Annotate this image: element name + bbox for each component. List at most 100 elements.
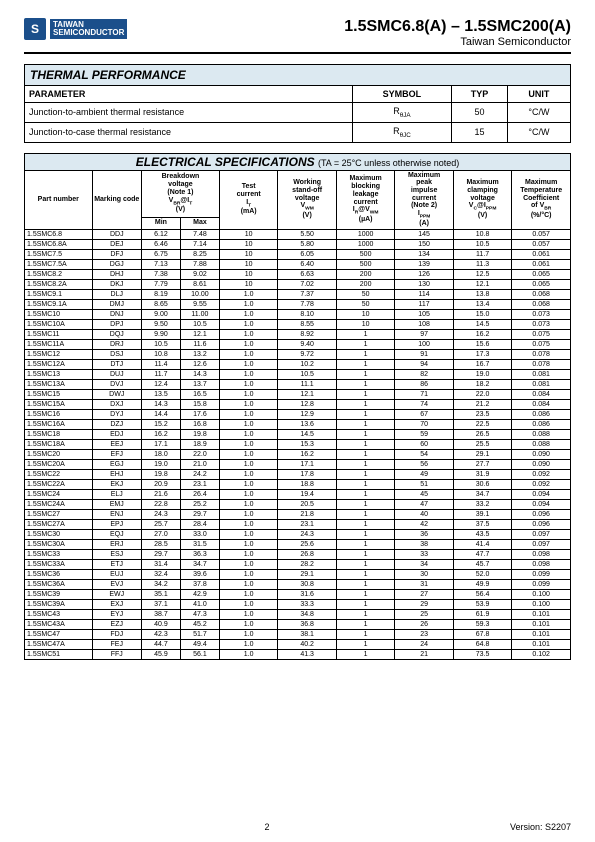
cell: 1.0: [219, 579, 277, 589]
cell: 0.057: [512, 229, 571, 239]
cell: EWJ: [92, 589, 141, 599]
cell: 126: [395, 269, 453, 279]
table-row: 1.5SMC6.8ADEJ6.467.14105.80100015010.50.…: [25, 239, 571, 249]
cell-part: 1.5SMC39: [25, 589, 93, 599]
cell: 1: [336, 359, 394, 369]
cell: 1: [336, 469, 394, 479]
cell-part: 1.5SMC43A: [25, 619, 93, 629]
cell: 7.88: [180, 259, 219, 269]
cell: 114: [395, 289, 453, 299]
cell: 13.2: [180, 349, 219, 359]
cell: 0.102: [512, 649, 571, 659]
thermal-title: THERMAL PERFORMANCE: [25, 65, 571, 86]
cell: DQJ: [92, 329, 141, 339]
page-number: 2: [264, 822, 269, 832]
cell: 7.14: [180, 239, 219, 249]
cell: 19.4: [278, 489, 336, 499]
cell: 22.0: [180, 449, 219, 459]
cell: 16.2: [278, 449, 336, 459]
col-marking: Marking code: [92, 170, 141, 229]
table-row: 1.5SMC13ADVJ12.413.71.011.118618.20.081: [25, 379, 571, 389]
cell: 1: [336, 389, 394, 399]
cell: 0.097: [512, 539, 571, 549]
cell: 1.0: [219, 409, 277, 419]
cell: 0.101: [512, 629, 571, 639]
logo-line2: SEMICONDUCTOR: [53, 28, 124, 37]
cell: DMJ: [92, 299, 141, 309]
table-row: 1.5SMC39EWJ35.142.91.031.612756.40.100: [25, 589, 571, 599]
table-row: 1.5SMC7.5DFJ6.758.25106.0550013411.70.06…: [25, 249, 571, 259]
cell: 0.068: [512, 299, 571, 309]
table-row: 1.5SMC13DUJ11.714.31.010.518219.00.081: [25, 369, 571, 379]
table-row: 1.5SMC8.2DHJ7.389.02106.6320012612.50.06…: [25, 269, 571, 279]
cell: 42: [395, 519, 453, 529]
cell: 41.3: [278, 649, 336, 659]
footer: 2 Version: S2207: [24, 822, 571, 832]
cell: 67.8: [453, 629, 511, 639]
cell: 1.0: [219, 439, 277, 449]
cell: 59: [395, 429, 453, 439]
cell: 12.4: [141, 379, 180, 389]
cell: 5.80: [278, 239, 336, 249]
cell: 34.8: [278, 609, 336, 619]
cell: 15.6: [453, 339, 511, 349]
cell: 17.1: [278, 459, 336, 469]
cell: 10: [219, 239, 277, 249]
cell: 29: [395, 599, 453, 609]
cell: 1: [336, 539, 394, 549]
cell: 23.1: [278, 519, 336, 529]
page-header: S TAIWAN SEMICONDUCTOR 1.5SMC6.8(A) – 1.…: [24, 18, 571, 54]
cell: 200: [336, 279, 394, 289]
cell: 11.1: [278, 379, 336, 389]
col-leakage: MaximumblockingleakagecurrentIR@VWM(µA): [336, 170, 394, 229]
cell: 0.092: [512, 469, 571, 479]
table-row: 1.5SMC36EUJ32.439.61.029.113052.00.099: [25, 569, 571, 579]
cell: DHJ: [92, 269, 141, 279]
cell: 24.3: [278, 529, 336, 539]
cell: 8.55: [278, 319, 336, 329]
table-row: 1.5SMC16DYJ14.417.61.012.916723.50.086: [25, 409, 571, 419]
cell: DYJ: [92, 409, 141, 419]
table-row: 1.5SMC47FDJ42.351.71.038.112367.80.101: [25, 629, 571, 639]
cell: 0.098: [512, 559, 571, 569]
cell: 0.096: [512, 519, 571, 529]
cell: 36.8: [278, 619, 336, 629]
col-part: Part number: [25, 170, 93, 229]
cell: 8.92: [278, 329, 336, 339]
cell: DEJ: [92, 239, 141, 249]
cell: ESJ: [92, 549, 141, 559]
table-row: 1.5SMC15DWJ13.516.51.012.117122.00.084: [25, 389, 571, 399]
logo-mark-icon: S: [24, 18, 46, 40]
cell: FDJ: [92, 629, 141, 639]
cell: 28.4: [180, 519, 219, 529]
cell: 13.8: [453, 289, 511, 299]
cell: 50: [336, 299, 394, 309]
cell: 10.5: [141, 339, 180, 349]
cell: 39.1: [453, 509, 511, 519]
cell: 9.40: [278, 339, 336, 349]
cell: 11.3: [453, 259, 511, 269]
cell: 0.101: [512, 639, 571, 649]
cell-part: 1.5SMC7.5: [25, 249, 93, 259]
cell: 0.065: [512, 279, 571, 289]
cell: 30.8: [278, 579, 336, 589]
cell: 34.7: [453, 489, 511, 499]
cell: 25.6: [278, 539, 336, 549]
cell: 24: [395, 639, 453, 649]
cell: 1.0: [219, 569, 277, 579]
cell: 1: [336, 649, 394, 659]
cell: 0.094: [512, 499, 571, 509]
cell: 40.9: [141, 619, 180, 629]
table-row: 1.5SMC27ENJ24.329.71.021.814039.10.096: [25, 509, 571, 519]
thermal-unit: °C/W: [507, 103, 570, 123]
thermal-typ: 15: [452, 122, 508, 142]
cell: 20.5: [278, 499, 336, 509]
cell: 11.7: [453, 249, 511, 259]
cell: 10: [219, 279, 277, 289]
cell: 0.086: [512, 419, 571, 429]
cell: 1.0: [219, 469, 277, 479]
cell-part: 1.5SMC20A: [25, 459, 93, 469]
table-row: 1.5SMC10ADPJ9.5010.51.08.551010814.50.07…: [25, 319, 571, 329]
cell: 0.101: [512, 609, 571, 619]
cell: 37.5: [453, 519, 511, 529]
